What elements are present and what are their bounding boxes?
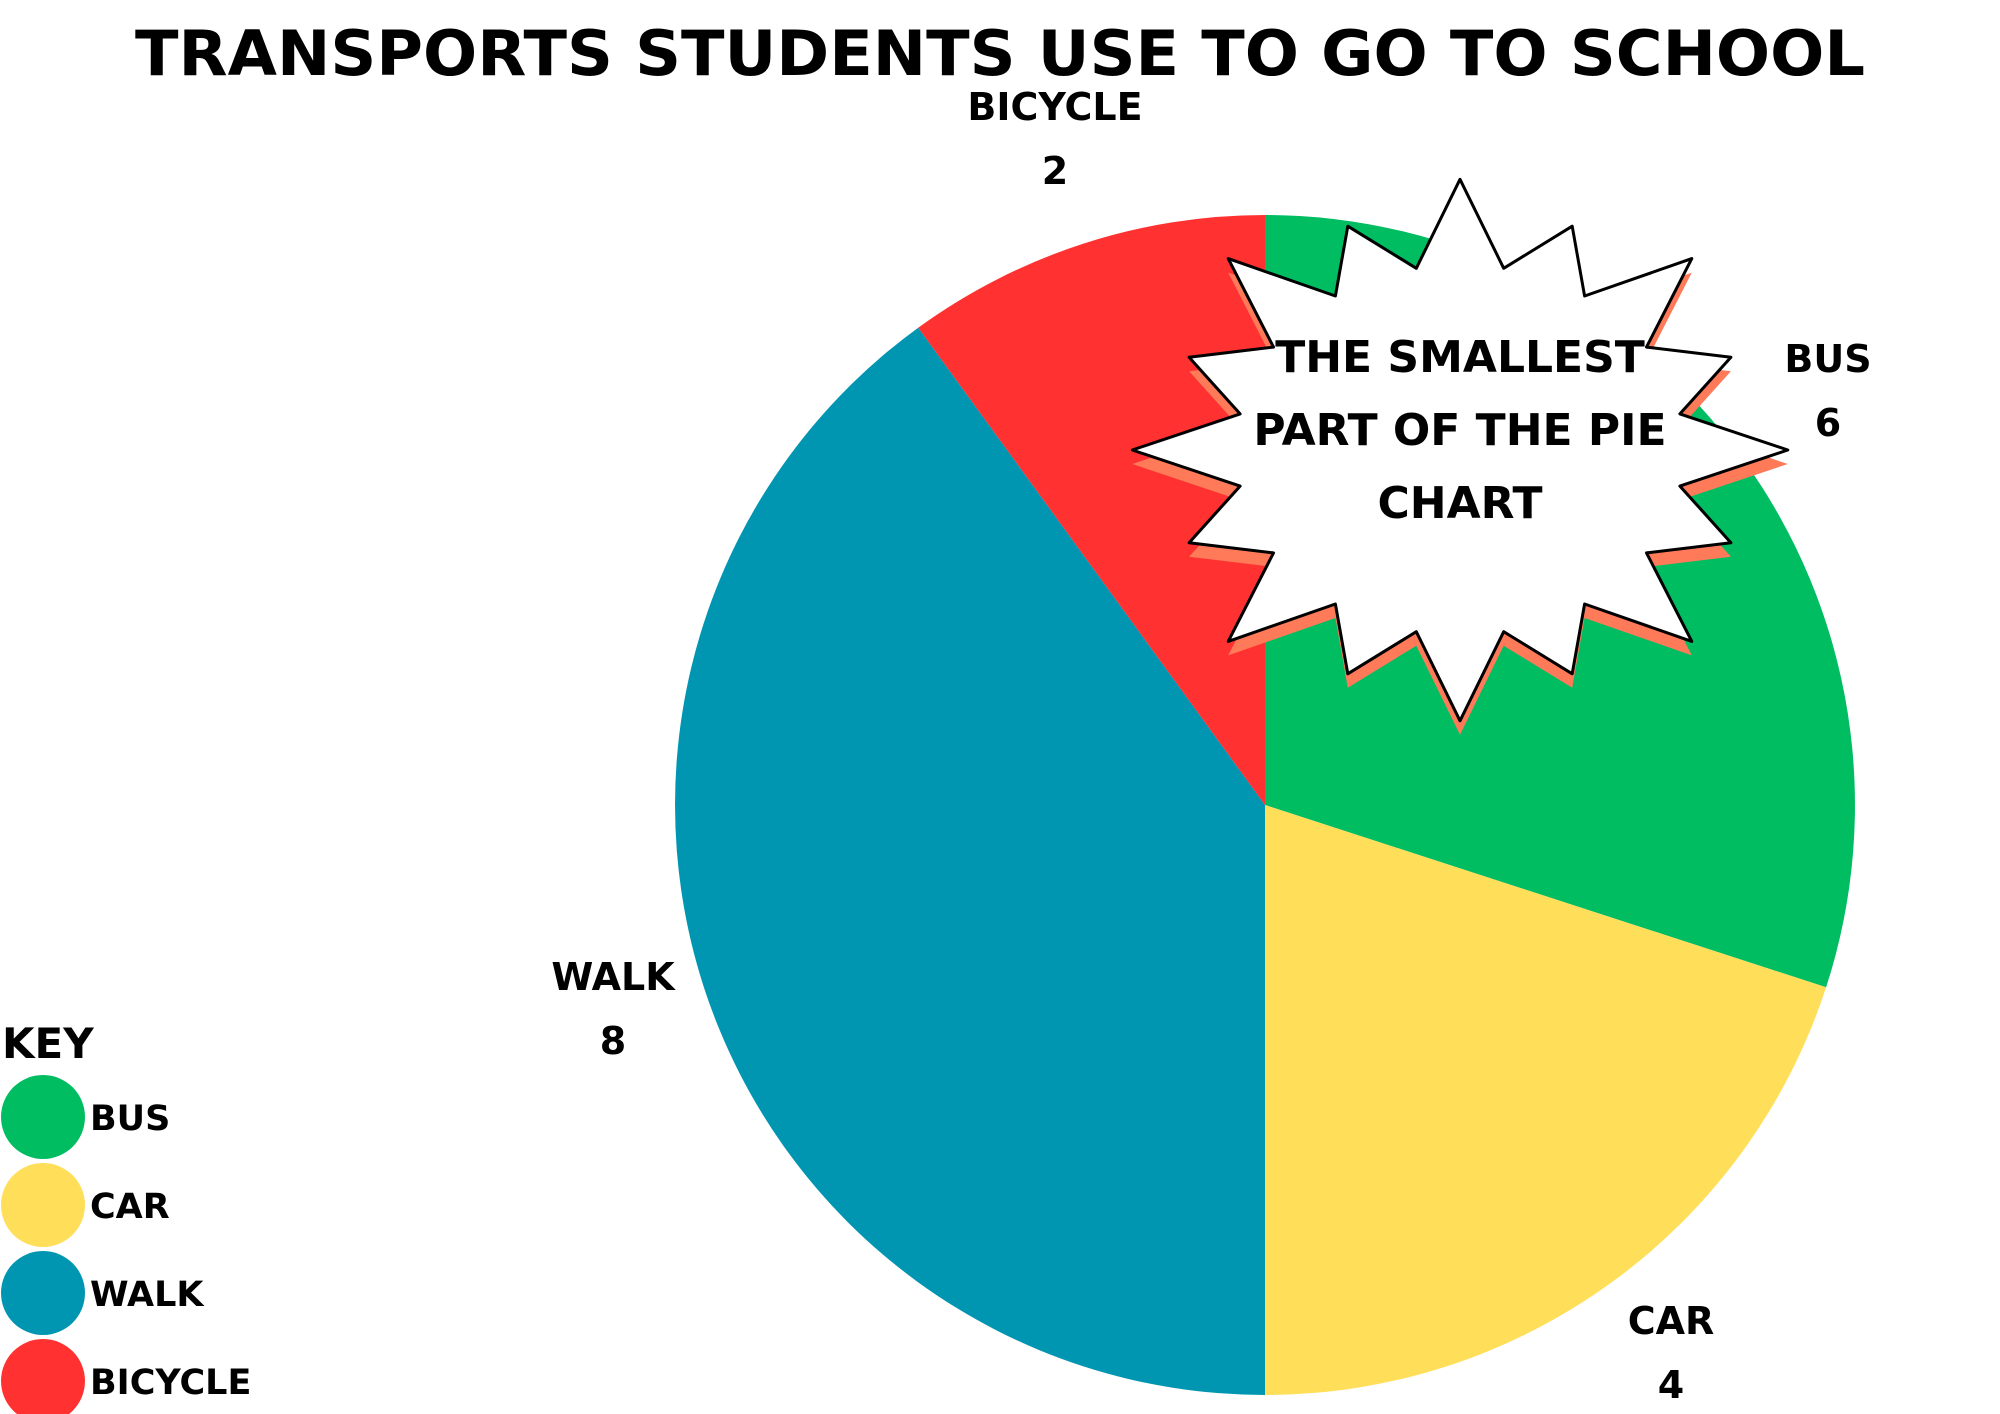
legend-label-bicycle: BICYCLE [90, 1363, 251, 1403]
legend-title: KEY [2, 1019, 94, 1068]
smallest-part-callout: THE SMALLEST PART OF THE PIE CHART [1130, 177, 1790, 735]
slice-label-walk: WALK [551, 955, 676, 999]
legend-label-car: CAR [90, 1187, 170, 1227]
legend: KEY BUS CAR WALK BICYCLE [1, 1019, 251, 1414]
slice-label-bus: BUS [1784, 337, 1871, 381]
slice-value-walk: 8 [600, 1019, 626, 1063]
slice-label-bicycle: BICYCLE [967, 85, 1142, 129]
pie-slice-bicycle [918, 215, 1265, 805]
chart-title: TRANSPORTS STUDENTS USE TO GO TO SCHOOL [135, 17, 1865, 90]
callout-burst [1130, 177, 1790, 723]
slice-value-car: 4 [1658, 1363, 1684, 1407]
callout-text-line: CHART [1377, 478, 1542, 529]
legend-swatch-walk [1, 1251, 85, 1335]
slice-value-bus: 6 [1815, 401, 1841, 445]
callout-text-line: PART OF THE PIE [1253, 405, 1666, 456]
legend-label-bus: BUS [90, 1099, 170, 1139]
legend-label-walk: WALK [90, 1275, 205, 1315]
slice-label-car: CAR [1628, 1299, 1715, 1343]
legend-swatch-bicycle [1, 1339, 85, 1414]
slice-value-bicycle: 2 [1042, 149, 1068, 193]
legend-swatch-bus [1, 1075, 85, 1159]
pie-slice-car [1265, 805, 1827, 1395]
callout-text-line: THE SMALLEST [1275, 332, 1645, 383]
legend-swatch-car [1, 1163, 85, 1247]
pie-slice-walk [675, 327, 1265, 1396]
